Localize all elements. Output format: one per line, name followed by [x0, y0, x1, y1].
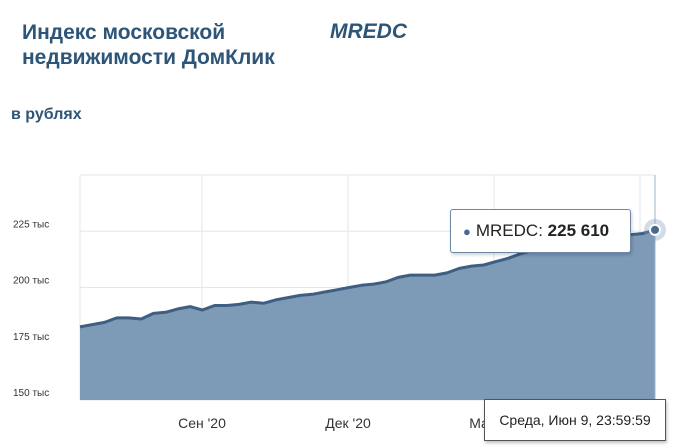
hover-point[interactable] — [649, 223, 661, 236]
crosshair-date-label: Среда, Июн 9, 23:59:59 — [484, 399, 666, 441]
index-ticker: MREDC — [330, 20, 407, 43]
series-marker-icon: ● — [463, 224, 471, 239]
y-tick-label: 150 тыс — [13, 388, 49, 399]
y-tick-label: 225 тыс — [13, 219, 49, 230]
x-tick-label: Дек '20 — [325, 415, 371, 431]
y-tick-label: 175 тыс — [13, 332, 49, 343]
tooltip: ● MREDC: 225 610 — [450, 209, 631, 253]
chart-subtitle: в рублях — [11, 106, 82, 123]
tooltip-value: 225 610 — [547, 221, 610, 240]
y-tick-label: 200 тыс — [13, 276, 49, 287]
y-axis: 150 тыс 175 тыс 200 тыс 225 тыс — [13, 219, 49, 399]
tooltip-series-name: MREDC — [475, 221, 539, 240]
x-tick-label: Сен '20 — [178, 415, 226, 431]
series-area — [80, 229, 655, 400]
chart-title: Индекс московской недвижимости ДомКлик — [22, 21, 275, 69]
